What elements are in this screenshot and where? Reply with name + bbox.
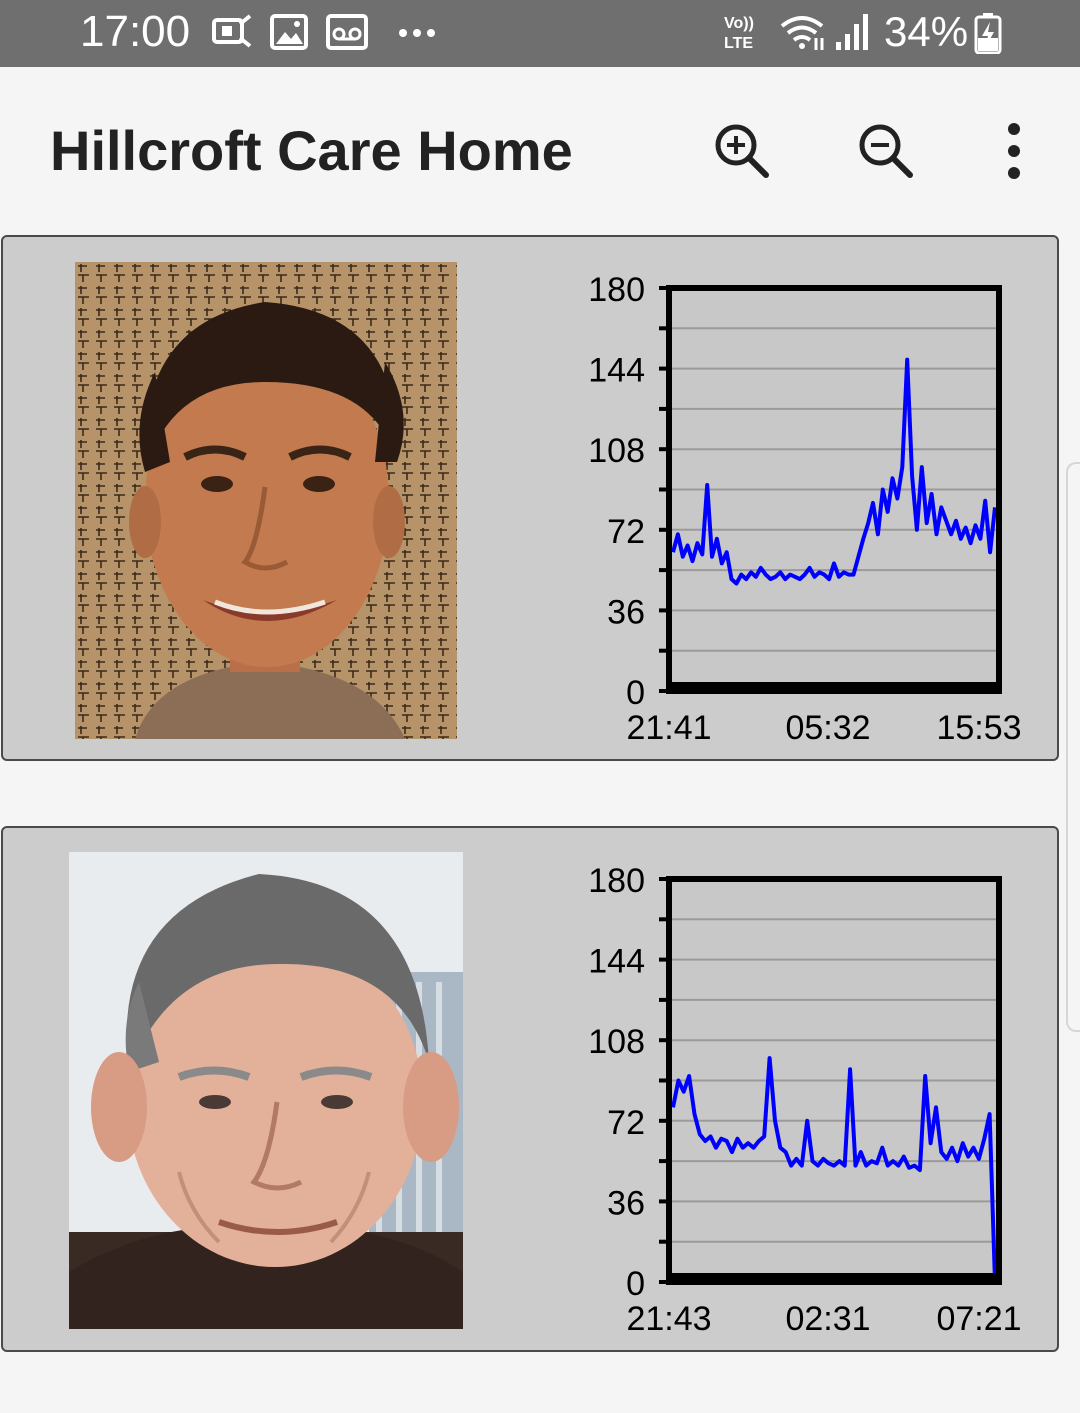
battery-charging-icon: [974, 12, 1002, 59]
series-line: [671, 357, 997, 586]
resident-photo: [69, 852, 463, 1329]
overflow-menu-icon[interactable]: [994, 121, 1054, 181]
scrollbar[interactable]: [1066, 462, 1080, 1032]
y-tick-label: 180: [588, 271, 645, 309]
heart-rate-chart: 0 36 72 108 144 180 21:43 02:31 07:21: [588, 862, 1021, 1338]
y-tick-label: 108: [588, 432, 645, 470]
app-title: Hillcroft Care Home: [50, 119, 573, 182]
heart-rate-chart: 0 36 72 108 144 180 21:41 05:32 15:53: [588, 271, 1021, 747]
y-tick-label: 0: [626, 1265, 645, 1303]
x-tick-label: 21:41: [626, 709, 711, 747]
svg-text:Vo)): Vo)): [724, 15, 754, 32]
x-tick-label: 15:53: [936, 709, 1021, 747]
status-time: 17:00: [80, 7, 191, 56]
y-tick-label: 0: [626, 674, 645, 712]
y-tick-label: 36: [607, 1184, 645, 1222]
app-bar: Hillcroft Care Home: [0, 67, 1080, 235]
x-tick-label: 21:43: [626, 1300, 711, 1338]
resident-card[interactable]: 0 36 72 108 144 180 21:41 05:32 15:53: [1, 235, 1059, 761]
series-line: [671, 1056, 997, 1283]
resident-photo: [75, 262, 457, 739]
y-tick-label: 108: [588, 1023, 645, 1061]
x-tick-label: 07:21: [936, 1300, 1021, 1338]
voicemail-icon: [326, 14, 368, 55]
svg-text:LTE: LTE: [724, 35, 753, 52]
y-tick-label: 36: [607, 593, 645, 631]
status-bar: 17:00 Vo)) LTE 34%: [0, 0, 1080, 67]
y-tick-label: 180: [588, 862, 645, 900]
wifi-icon: [778, 12, 828, 57]
y-tick-label: 72: [607, 1104, 645, 1142]
battery-percentage: 34%: [884, 8, 969, 55]
signal-icon: [834, 12, 872, 57]
resident-card[interactable]: 0 36 72 108 144 180 21:43 02:31 07:21: [1, 826, 1059, 1352]
more-dots-icon: [398, 26, 438, 44]
y-tick-label: 72: [607, 513, 645, 551]
zoom-out-icon[interactable]: [856, 121, 916, 181]
x-tick-label: 05:32: [785, 709, 870, 747]
y-tick-label: 144: [588, 943, 645, 981]
x-tick-label: 02:31: [785, 1300, 870, 1338]
sim-card-icon: [212, 14, 252, 53]
volte-icon: Vo)) LTE: [722, 12, 764, 57]
y-tick-label: 144: [588, 352, 645, 390]
image-icon: [270, 14, 308, 55]
zoom-in-icon[interactable]: [712, 121, 772, 181]
